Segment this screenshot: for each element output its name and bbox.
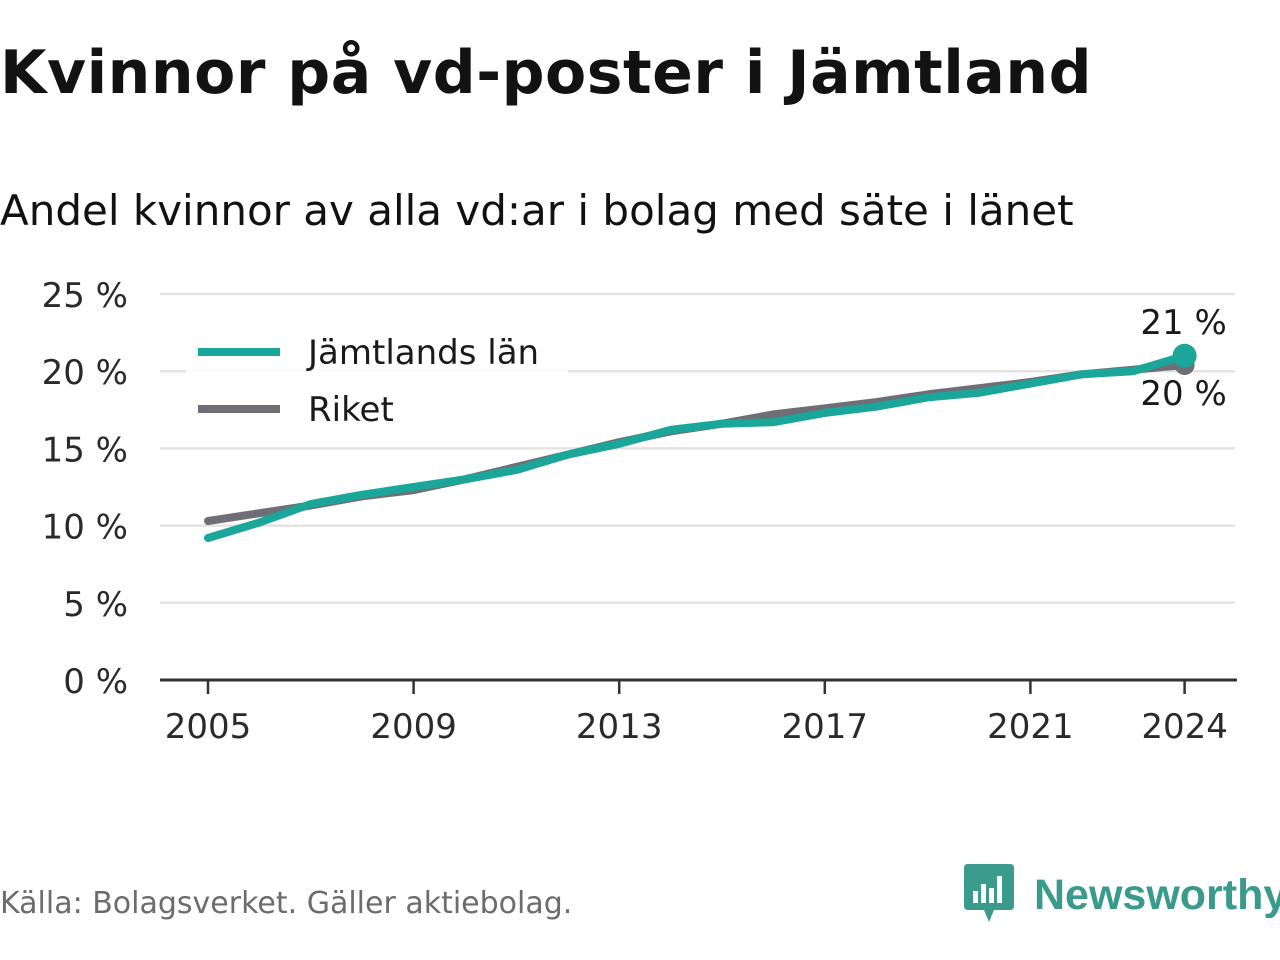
chart-title: Kvinnor på vd-poster i Jämtland [0,38,1093,108]
newsworthy-logo-icon [964,864,1014,922]
end-label-riket: 20 % [1140,374,1226,414]
series-lines [204,343,1197,542]
y-tick-label: 25 % [42,276,128,316]
y-tick-label: 15 % [42,430,128,470]
x-tick-label: 2021 [987,707,1074,747]
legend-box [186,322,568,444]
end-labels: 20 % 21 % [1140,303,1226,414]
series-line-jamtland [204,351,1189,542]
axes: 0 % 5 % 10 % 15 % 20 % 25 % 2005 2009 2013 2017 20… [42,276,1237,747]
y-tick-label: 0 % [63,662,128,702]
y-tick-label: 10 % [42,508,128,548]
brand-logo: Newsworthy [964,864,1280,926]
x-tick-label: 2017 [782,707,869,747]
source-note: Källa: Bolagsverket. Gäller aktiebolag. [0,886,573,921]
x-tick-label: 2005 [165,707,252,747]
x-tick-label: 2024 [1141,707,1228,747]
brand-name: Newsworthy [1034,870,1280,919]
legend-label-jamtland: Jämtlands län [306,333,539,373]
legend-label-riket: Riket [308,390,394,430]
chart-subtitle: Andel kvinnor av alla vd:ar i bolag med … [0,186,1074,235]
end-point-jamtland [1172,343,1197,368]
legend: Jämtlands län Riket [186,322,568,444]
y-tick-label: 20 % [42,353,128,393]
end-label-jamtland: 21 % [1140,303,1226,343]
x-tick-label: 2009 [370,707,457,747]
y-tick-label: 5 % [63,585,128,625]
x-tick-label: 2013 [576,707,663,747]
